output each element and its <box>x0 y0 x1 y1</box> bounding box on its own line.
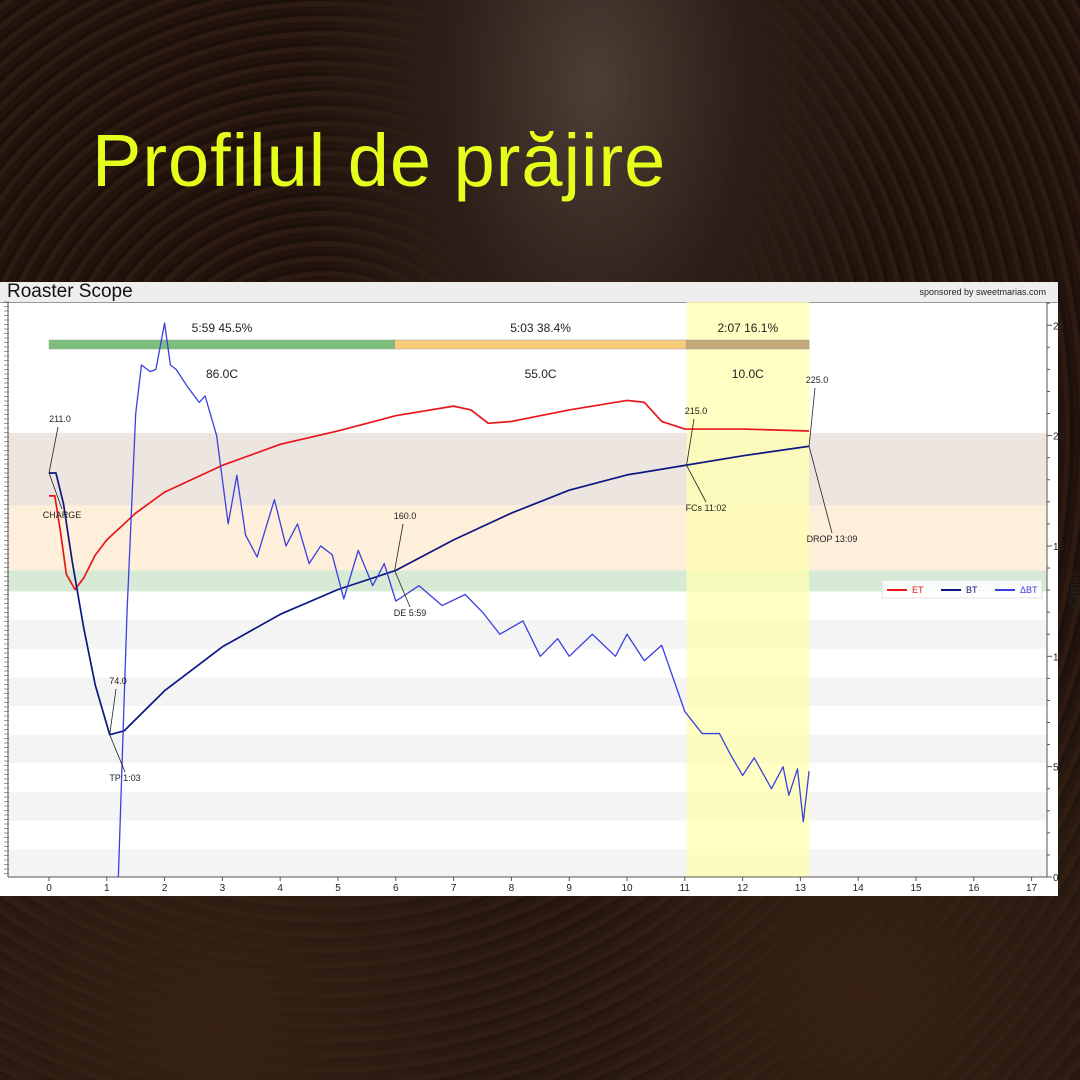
annotation-value: 215.0 <box>685 406 708 416</box>
y-tick-label: 0 <box>1053 873 1059 884</box>
x-tick-label: 5 <box>335 883 341 894</box>
y-tick-label: 15 <box>1053 542 1065 553</box>
y-tick-label: 20 <box>1053 432 1065 443</box>
grid-stripe <box>8 677 1047 707</box>
phase-bar-1 <box>394 339 687 350</box>
app-title: Roaster Scope <box>7 281 133 302</box>
series-line-delta-bt <box>117 322 810 878</box>
annotation-value: 211.0 <box>49 414 71 424</box>
x-tick-label: 7 <box>451 883 457 894</box>
finish-phase-highlight <box>686 302 810 877</box>
annotation-leader <box>394 523 404 571</box>
phase-time-1: 5:03 38.4% <box>510 321 571 335</box>
legend-label-0: ET <box>912 585 924 595</box>
y-tick-label: 25 <box>1053 321 1065 332</box>
legend-box <box>881 579 1043 599</box>
x-tick-label: 14 <box>853 883 865 894</box>
annotation-leader <box>109 688 117 735</box>
annotation-label: FCs 11:02 <box>686 503 727 513</box>
annotation-leader <box>394 570 411 608</box>
temp-band <box>8 432 1047 506</box>
phase-delta-0: 86.0C <box>206 367 238 381</box>
annotation-leader <box>48 426 59 474</box>
x-tick-label: 10 <box>621 883 633 894</box>
phase-bar-2 <box>686 339 810 350</box>
phase-delta-2: 10.0C <box>732 367 764 381</box>
annotation-label: TP 1:03 <box>109 773 140 783</box>
phase-bar-0 <box>48 339 395 350</box>
x-tick-label: 17 <box>1026 883 1038 894</box>
annotation-leader <box>686 465 707 503</box>
annotation-value: 160.0 <box>394 511 417 521</box>
x-tick-label: 4 <box>277 883 283 894</box>
x-tick-label: 9 <box>566 883 572 894</box>
x-tick-label: 1 <box>104 883 110 894</box>
grid-stripe <box>8 849 1047 877</box>
x-tick-label: 6 <box>393 883 399 894</box>
annotation-leader <box>109 734 126 773</box>
y-tick-label: 10 <box>1053 652 1065 663</box>
annotation-value: 225.0 <box>806 375 829 385</box>
x-tick-label: 11 <box>680 883 691 894</box>
x-tick-label: 0 <box>46 883 52 894</box>
phase-delta-1: 55.0C <box>525 367 557 381</box>
grid-stripe <box>8 791 1047 821</box>
annotation-leader <box>808 446 833 534</box>
y-tick-label: 5 <box>1053 763 1059 774</box>
grid-stripe <box>8 620 1047 649</box>
annotation-leader <box>808 387 816 447</box>
legend-label-2: ΔBT <box>1020 585 1038 595</box>
annotation-value: 74.0 <box>109 676 127 686</box>
x-tick-label: 12 <box>737 883 749 894</box>
annotation-leader <box>48 472 63 510</box>
panel-header: Roaster Scope sponsored by sweetmarias.c… <box>0 281 1058 303</box>
grid-stripe <box>8 734 1047 764</box>
phase-time-2: 2:07 16.1% <box>717 321 778 335</box>
annotation-label: CHARGE <box>43 510 82 520</box>
page-title: Profilul de prăjire <box>92 119 667 202</box>
temp-band <box>8 505 1047 571</box>
x-tick-label: 15 <box>910 883 922 894</box>
x-tick-label: 16 <box>968 883 980 894</box>
annotation-label: DROP 13:09 <box>807 534 858 544</box>
sponsor-text: sponsored by sweetmarias.com <box>919 287 1046 297</box>
x-tick-label: 13 <box>795 883 807 894</box>
phase-time-0: 5:59 45.5% <box>192 321 253 335</box>
legend-label-1: BT <box>966 585 978 595</box>
x-tick-label: 8 <box>509 883 515 894</box>
annotation-label: DE 5:59 <box>394 608 427 618</box>
x-tick-label: 2 <box>162 883 168 894</box>
x-tick-label: 3 <box>220 883 226 894</box>
y-axis-label: C/min <box>1066 573 1080 607</box>
annotation-leader <box>686 418 695 466</box>
